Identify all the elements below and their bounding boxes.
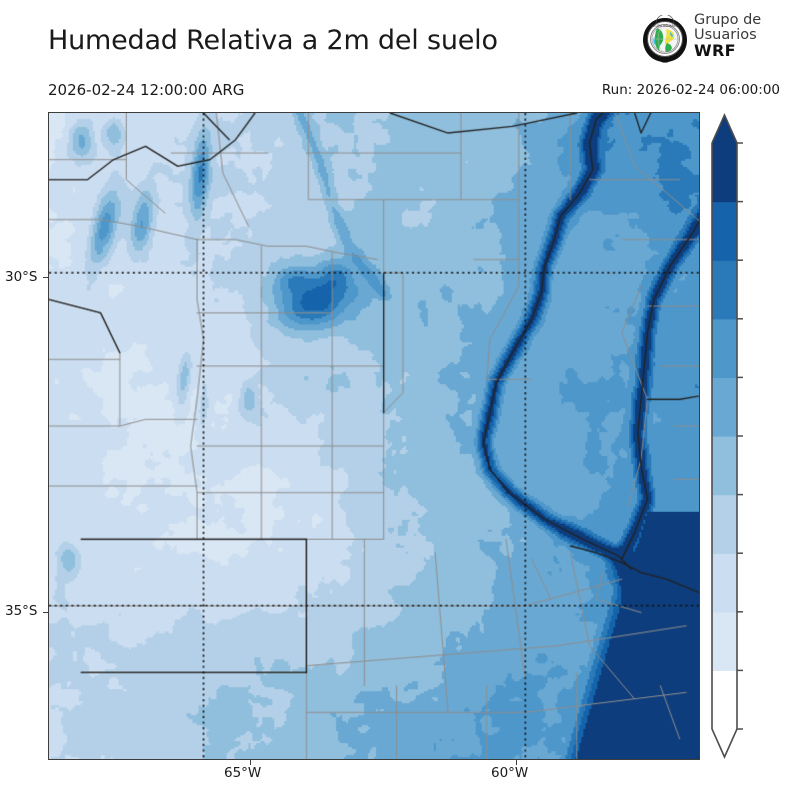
x-tick-65W — [250, 760, 252, 765]
x-tick-60W — [516, 760, 518, 765]
map-axes[interactable] — [48, 112, 700, 760]
logo-line-1: Grupo de — [694, 12, 762, 28]
logo-text: Grupo de Usuarios WRF — [694, 13, 790, 59]
lon-label-65W: 65°W — [224, 765, 262, 781]
lat-label-30S: 30°S — [5, 269, 38, 285]
humidity-field-canvas — [49, 113, 699, 759]
page-title: Humedad Relativa a 2m del suelo — [48, 25, 498, 56]
lat-label-35S: 35°S — [5, 603, 38, 619]
valid-time-label: 2026-02-24 12:00:00 ARG — [48, 81, 245, 99]
wrf-globe-laurel-emblem-icon: GRUPO USUARIOS — [643, 15, 687, 63]
colorbar: % 0102030405060708090100 — [700, 112, 800, 760]
y-tick-30S — [43, 277, 48, 279]
run-time-label: Run: 2026-02-24 06:00:00 — [601, 82, 780, 98]
y-tick-35S — [43, 612, 48, 614]
logo-block: GRUPO USUARIOS Grupo de Usuarios WRF — [640, 13, 790, 70]
svg-text:GRUPO USUARIOS: GRUPO USUARIOS — [651, 24, 679, 28]
logo-line-2: Usuarios — [694, 26, 757, 43]
lon-label-60W: 60°W — [491, 765, 529, 781]
logo-line-3: WRF — [694, 40, 736, 60]
colorbar-svg — [711, 113, 743, 759]
